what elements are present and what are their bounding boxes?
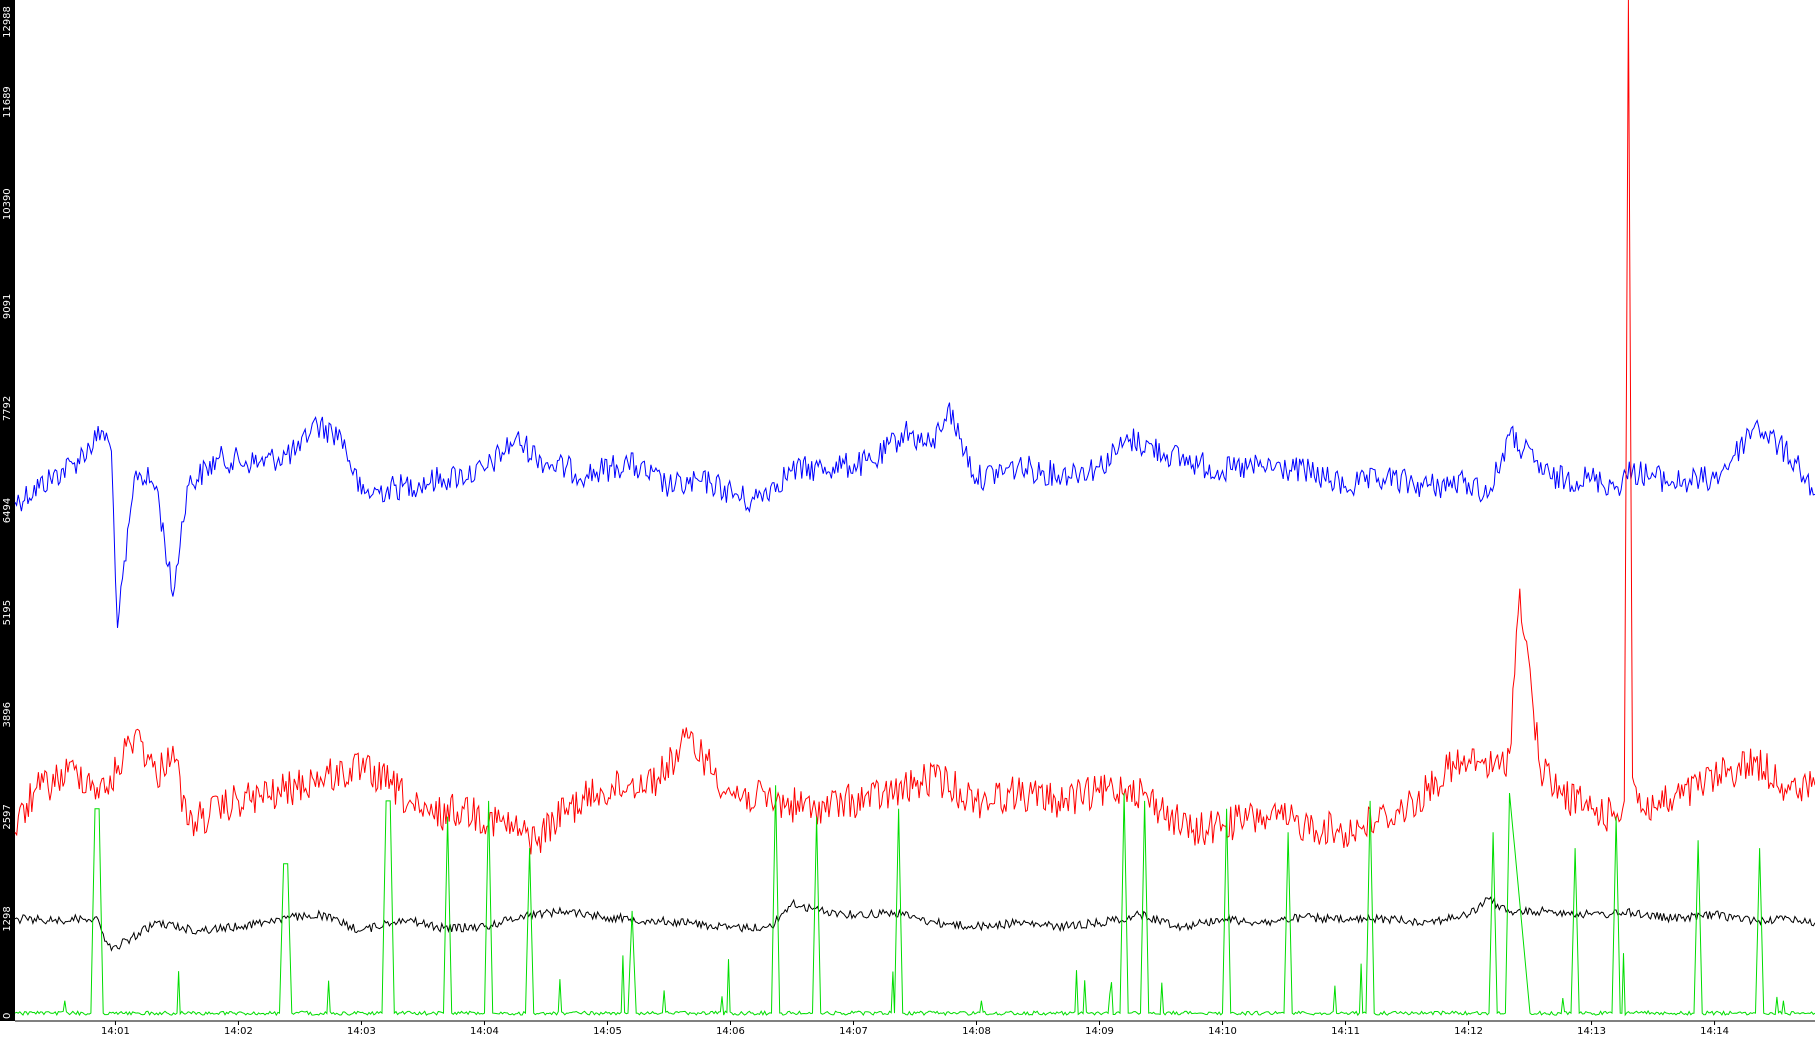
y-tick-label: 0 (2, 1013, 13, 1019)
series-line-0 (14, 402, 1815, 628)
x-tick-label: 14:14 (1700, 1026, 1729, 1037)
x-tick-label: 14:04 (470, 1026, 499, 1037)
y-tick-label: 1298 (2, 906, 13, 931)
y-tick-labels: 0 1298 2597 3896 5195 6494 7792 9091 10390 11689 1… (2, 6, 13, 1019)
series-line-1 (14, 0, 1815, 855)
y-axis-band (0, 0, 15, 1039)
series-line-2 (14, 896, 1815, 952)
x-tick-label: 14:01 (101, 1026, 130, 1037)
y-tick-label: 2597 (2, 804, 13, 829)
x-tick-label: 14:06 (716, 1026, 745, 1037)
x-tick-label: 14:05 (593, 1026, 622, 1037)
x-tick-labels: 14:01 14:02 14:03 14:04 14:05 14:06 14:07 14:08… (101, 1021, 1729, 1037)
x-tick-label: 14:03 (347, 1026, 376, 1037)
y-tick-label: 3896 (2, 702, 13, 727)
x-axis-band (0, 1021, 1815, 1039)
x-tick-label: 14:13 (1577, 1026, 1606, 1037)
y-tick-label: 12988 (2, 6, 13, 38)
x-tick-label: 14:10 (1208, 1026, 1237, 1037)
y-tick-label: 11689 (2, 86, 13, 118)
y-tick-label: 7792 (2, 396, 13, 421)
x-tick-label: 14:08 (962, 1026, 991, 1037)
y-tick-label: 10390 (2, 188, 13, 220)
x-tick-label: 14:09 (1085, 1026, 1114, 1037)
y-tick-label: 9091 (2, 294, 13, 319)
x-tick-label: 14:07 (839, 1026, 868, 1037)
x-tick-label: 14:02 (224, 1026, 253, 1037)
y-tick-label: 5195 (2, 600, 13, 625)
series-line-3 (14, 785, 1815, 1017)
series-layer (14, 0, 1815, 1017)
x-tick-label: 14:11 (1331, 1026, 1360, 1037)
y-tick-label: 6494 (2, 498, 13, 523)
x-tick-label: 14:12 (1454, 1026, 1483, 1037)
